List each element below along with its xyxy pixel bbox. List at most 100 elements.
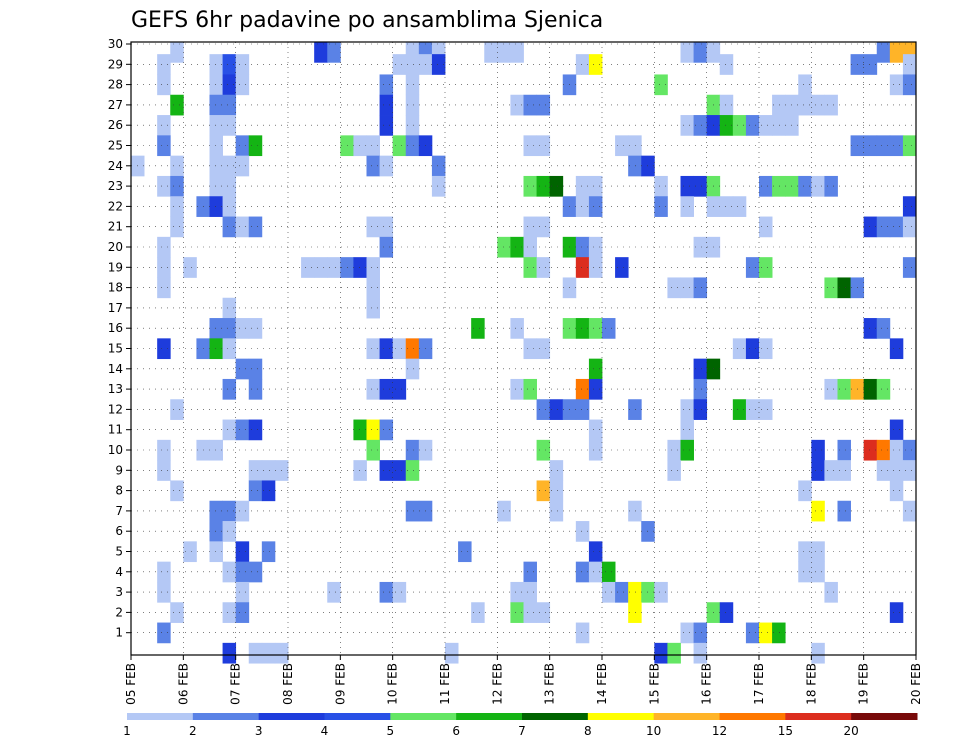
x-tick-label: 14 FEB [595,663,609,705]
x-axis-ticks: 05 FEB 06 FEB 07 FEB 08 FEB 09 FEB 10 FEB 11 F… [124,655,923,705]
precip-cell [811,561,825,583]
precip-cell [902,74,916,96]
precip-cell [222,74,237,96]
colorbar-label: 1 [123,724,131,738]
precip-cell [549,399,564,420]
colorbar-label: 4 [321,724,329,738]
y-tick-label: 1 [115,626,123,640]
precip-cell [405,94,420,116]
precip-cell [170,216,184,238]
precip-cell [170,480,184,502]
precip-cell [837,439,851,461]
precip-cell [353,419,367,441]
colorbar-label: 3 [255,724,263,738]
y-tick-label: 13 [108,382,123,396]
precip-cell [876,318,891,339]
precip-cell [602,318,616,339]
precip-cell [222,216,237,238]
y-tick-label: 29 [108,57,123,71]
precip-cell [222,561,237,583]
y-tick-label: 6 [115,524,123,538]
precip-cell [392,54,407,75]
precip-cell [222,54,237,75]
precip-cell [510,378,524,400]
colorbar-segment [390,713,457,720]
precip-cell [588,378,603,400]
x-tick-label: 11 FEB [438,663,452,705]
precip-cell [693,236,708,258]
precip-cell [157,115,171,136]
precip-cell [902,500,916,522]
precip-cell [366,439,380,461]
precip-cell [157,54,171,75]
precip-cell [458,541,472,563]
precip-cell [588,419,603,441]
precip-cell [157,277,171,299]
precip-cell [798,175,812,197]
precip-cell [549,500,564,522]
colorbar: 1 2 3 4 5 6 7 8 10 12 15 20 [123,713,918,738]
y-tick-label: 5 [115,545,123,559]
y-tick-label: 23 [108,179,123,193]
y-tick-label: 21 [108,220,123,234]
precip-cell [745,399,760,420]
precip-cell [575,378,590,400]
colorbar-label: 8 [584,724,592,738]
precip-cell [392,135,407,157]
precip-cell [667,277,681,299]
precip-cell [798,74,812,96]
chart-title: GEFS 6hr padavine po ansamblima Sjenica [131,8,603,33]
precip-cell [248,378,263,400]
y-tick-label: 11 [108,423,123,437]
precip-cell [379,236,394,258]
precip-cell [811,439,825,461]
precip-cell [222,155,237,177]
precip-cell [575,236,590,258]
precip-cell [157,439,171,461]
precip-cell [392,581,407,603]
precip-cell [575,54,590,75]
precip-cell [628,581,642,603]
precip-cell [719,196,734,217]
precip-cell [588,196,603,217]
precip-cell [170,155,184,177]
precip-cell [379,378,394,400]
precip-cell [405,500,420,522]
precip-cell [719,94,734,116]
precip-cell [235,358,250,380]
precip-cell [863,318,878,339]
precip-cell [889,338,904,360]
x-tick-label: 09 FEB [333,663,347,705]
y-tick-label: 18 [108,281,123,295]
precip-cell [772,622,786,644]
precip-cell [235,318,250,339]
precip-cell [693,175,708,197]
precip-cell [327,42,341,63]
colorbar-segment [324,713,391,720]
precip-cell [405,358,420,380]
precip-cell [523,561,537,583]
precip-cell [693,42,708,63]
precip-cell [719,602,734,623]
precip-cell [824,460,838,481]
precip-cell [693,642,708,664]
precip-cell [366,216,380,238]
precip-cell [575,257,590,278]
precip-cell [693,358,708,380]
precip-cell [575,318,590,339]
precip-cell [222,338,237,360]
y-tick-label: 27 [108,98,123,112]
precip-cell [209,338,223,360]
precip-cell [615,257,629,278]
precip-cell [889,439,904,461]
precip-cell [222,521,237,542]
precip-cell [876,378,891,400]
precip-cell [680,439,694,461]
precip-cell [549,460,564,481]
precip-cell [261,642,276,664]
precip-cell [222,500,237,522]
precip-cells [131,42,916,664]
precip-cell [484,42,498,63]
precip-cell [157,135,171,157]
x-tick-label: 20 FEB [909,663,923,705]
